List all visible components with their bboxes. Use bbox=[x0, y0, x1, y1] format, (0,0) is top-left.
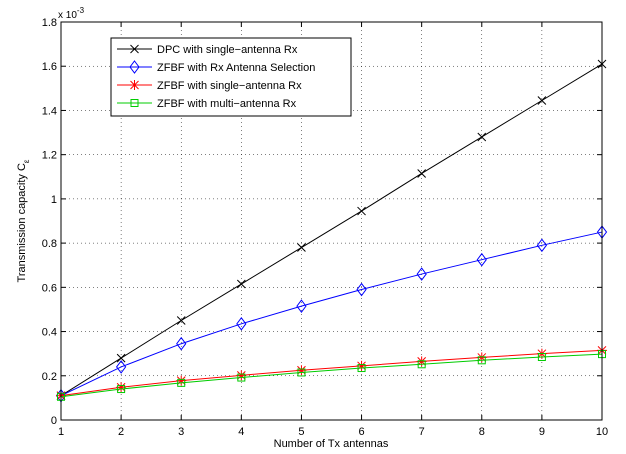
x-tick-label: 1 bbox=[58, 426, 64, 438]
data-point-x-marker bbox=[357, 206, 366, 216]
legend-label: ZFBF with multi−antenna Rx bbox=[157, 98, 297, 110]
series-line-2 bbox=[60, 231, 603, 397]
legend-label: ZFBF with single−antenna Rx bbox=[157, 80, 302, 92]
data-point-square-marker bbox=[117, 385, 126, 394]
data-point-diamond-marker bbox=[476, 252, 487, 267]
legend-label: DPC with single−antenna Rx bbox=[157, 44, 298, 56]
x-tick-label: 6 bbox=[358, 426, 364, 438]
data-point-x-marker bbox=[417, 169, 427, 178]
data-point-square-marker bbox=[537, 352, 546, 361]
legend-x-marker bbox=[130, 44, 139, 54]
data-point-square-marker bbox=[417, 360, 426, 369]
legend-star-marker bbox=[129, 80, 140, 90]
y-axis-label: Transmission capacity Cε bbox=[16, 159, 31, 282]
x-tick-label: 7 bbox=[419, 426, 425, 438]
y-tick-label: 1.2 bbox=[42, 150, 57, 162]
x-tick-label: 10 bbox=[596, 426, 608, 438]
data-point-square-marker bbox=[357, 364, 366, 373]
y-tick-label: 0.2 bbox=[42, 371, 57, 383]
x-tick-label: 4 bbox=[238, 426, 244, 438]
legend-label: ZFBF with Rx Antenna Selection bbox=[157, 62, 315, 74]
data-point-square-marker bbox=[297, 368, 306, 377]
y-tick-label: 1.8 bbox=[42, 17, 57, 29]
legend-square-marker bbox=[130, 99, 139, 107]
x-tick-label: 8 bbox=[479, 426, 485, 438]
x-tick-label: 9 bbox=[539, 426, 545, 438]
data-point-x-marker bbox=[537, 96, 547, 105]
legend: DPC with single−antenna Rx ZFBF with Rx A… bbox=[110, 37, 352, 117]
data-point-diamond-marker bbox=[296, 299, 307, 313]
y-exponent-label: x 10-3 bbox=[58, 6, 85, 21]
series-line-3 bbox=[60, 349, 603, 397]
y-tick-label: 1.6 bbox=[42, 61, 57, 73]
y-tick-label: 0.8 bbox=[42, 238, 57, 250]
y-tick-label: 0.4 bbox=[42, 327, 57, 339]
y-tick-label: 1 bbox=[51, 194, 57, 206]
series-line-1 bbox=[60, 63, 603, 397]
legend-diamond-marker bbox=[129, 60, 140, 74]
x-tick-label: 5 bbox=[298, 426, 304, 438]
data-point-diamond-marker bbox=[356, 282, 367, 297]
data-point-square-marker bbox=[177, 378, 186, 387]
axis-ticks: 1 2 3 4 5 6 7 8 9 10 0 0.2 0.4 0.6 0.8 1 1.2 1.4 1.6 1.8 bbox=[42, 17, 608, 438]
data-point-diamond-marker bbox=[416, 267, 427, 281]
data-point-diamond-marker bbox=[115, 360, 127, 374]
data-point-diamond-marker bbox=[536, 238, 548, 253]
data-point-x-marker bbox=[176, 316, 186, 325]
data-point-diamond-marker bbox=[176, 336, 187, 351]
x-axis-label: Number of Tx antennas bbox=[274, 438, 389, 450]
data-point-square-marker bbox=[237, 373, 246, 382]
data-point-x-marker bbox=[297, 243, 306, 252]
data-point-x-marker bbox=[116, 353, 126, 363]
x-tick-label: 2 bbox=[118, 426, 124, 438]
y-tick-label: 1.4 bbox=[42, 105, 57, 117]
x-tick-label: 3 bbox=[178, 426, 184, 438]
data-point-x-marker bbox=[236, 279, 246, 289]
y-tick-label: 0 bbox=[51, 415, 57, 427]
data-point-square-marker bbox=[477, 356, 486, 365]
data-point-diamond-marker bbox=[236, 316, 247, 331]
series-line-4 bbox=[60, 353, 603, 398]
y-tick-label: 0.6 bbox=[42, 282, 57, 294]
data-point-x-marker bbox=[477, 132, 487, 142]
plot-frame bbox=[60, 21, 603, 421]
